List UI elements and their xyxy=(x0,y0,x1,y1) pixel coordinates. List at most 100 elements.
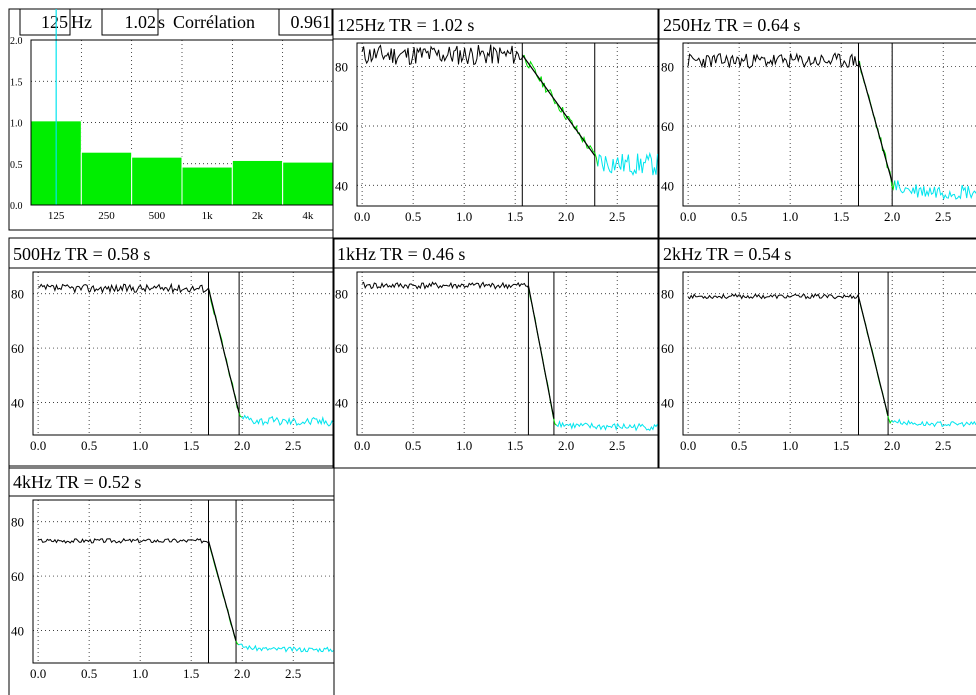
bar-y-tick-label: 1.0 xyxy=(10,119,23,130)
y-tick-label: 80 xyxy=(661,60,674,75)
bar-250 xyxy=(80,151,133,206)
x-tick-label: 1.0 xyxy=(132,438,148,453)
decay-panel: 2kHz TR = 0.54 s 0.0 0.5 1.0 1.5 2.0 2.5 40 60 80 xyxy=(658,237,976,469)
panel-frame xyxy=(658,237,976,469)
decay-curve xyxy=(859,60,896,191)
bar-4k xyxy=(282,161,334,206)
bar-2k xyxy=(231,159,284,206)
plot-area xyxy=(32,271,335,436)
y-tick-label: 80 xyxy=(661,287,674,302)
x-tick-label: 1.5 xyxy=(507,438,523,453)
x-tick-label: 1.5 xyxy=(833,438,849,453)
x-tick-label: 1.0 xyxy=(782,209,798,224)
tr-value: 1.02 xyxy=(125,12,157,32)
x-tick-label: 0.0 xyxy=(354,438,370,453)
measured-level-curve xyxy=(37,537,210,546)
noise-floor-curve xyxy=(556,420,658,432)
regression-line xyxy=(207,288,240,414)
measured-level-curve xyxy=(37,282,210,294)
regression-line xyxy=(857,296,889,417)
x-tick-label: 2.5 xyxy=(609,438,625,453)
y-tick-label: 40 xyxy=(11,623,24,638)
x-tick-label: 1.0 xyxy=(456,438,472,453)
x-tick-label: 1.5 xyxy=(183,438,199,453)
freq-value: 125 xyxy=(41,12,68,32)
panel-title: 4kHz TR = 0.52 s xyxy=(13,472,141,492)
curves xyxy=(361,44,658,177)
x-tick-label: 2.0 xyxy=(558,209,574,224)
curves xyxy=(37,537,334,653)
x-tick-label: 0.0 xyxy=(30,438,46,453)
measured-level-curve xyxy=(361,44,524,66)
y-tick-label: 40 xyxy=(661,178,674,193)
noise-floor-curve xyxy=(597,151,658,177)
x-tick-label: 2.5 xyxy=(285,438,301,453)
x-tick-label: 0.0 xyxy=(30,666,46,681)
measured-level-curve xyxy=(361,281,530,290)
correlation-value: 0.961 xyxy=(291,12,332,32)
correlation-label: Corrélation xyxy=(173,12,255,32)
x-tick-label: 1.0 xyxy=(132,666,148,681)
x-tick-label: 2.0 xyxy=(884,209,900,224)
y-tick-label: 60 xyxy=(11,569,24,584)
x-tick-label: 0.5 xyxy=(81,438,97,453)
x-tick-label: 2.0 xyxy=(558,438,574,453)
noise-floor-curve xyxy=(894,180,976,201)
x-tick-label: 0.5 xyxy=(81,666,97,681)
x-tick-label: 2.5 xyxy=(935,209,951,224)
x-tick-label: 0.0 xyxy=(354,209,370,224)
decay-panel: 1kHz TR = 0.46 s 0.0 0.5 1.0 1.5 2.0 2.5 40 60 80 xyxy=(332,237,659,469)
plot-area xyxy=(682,271,976,436)
bar-y-tick-label: 2.0 xyxy=(10,36,23,47)
bar-category-label: 1k xyxy=(202,210,214,222)
y-tick-label: 40 xyxy=(661,395,674,410)
panel-title: 1kHz TR = 0.46 s xyxy=(337,244,465,264)
y-tick-label: 60 xyxy=(661,119,674,134)
y-tick-label: 60 xyxy=(335,341,348,356)
decay-panel: 250Hz TR = 0.64 s 0.0 0.5 1.0 1.5 2.0 2.5 40 60 8… xyxy=(658,8,976,240)
x-tick-label: 1.5 xyxy=(507,209,523,224)
y-tick-label: 60 xyxy=(11,341,24,356)
y-tick-label: 40 xyxy=(335,178,348,193)
panel-title: 250Hz TR = 0.64 s xyxy=(663,15,800,35)
freq-unit: Hz xyxy=(71,12,92,32)
regression-line xyxy=(857,60,893,183)
measured-level-curve xyxy=(687,293,860,302)
bar-y-tick-label: 0.5 xyxy=(10,160,23,171)
tr-unit: s xyxy=(158,12,165,32)
x-tick-label: 0.0 xyxy=(680,438,696,453)
y-tick-label: 60 xyxy=(335,119,348,134)
x-tick-label: 1.5 xyxy=(833,209,849,224)
decay-panel: 125Hz TR = 1.02 s 0.0 0.5 1.0 1.5 2.0 2.5 40 60 8… xyxy=(332,8,659,240)
x-tick-label: 2.5 xyxy=(285,666,301,681)
x-tick-label: 2.0 xyxy=(234,438,250,453)
bar-category-label: 2k xyxy=(252,210,264,222)
plot-area xyxy=(682,42,976,207)
panel-title: 500Hz TR = 0.58 s xyxy=(13,244,150,264)
bar-chart: 0.0 0.5 1.0 1.5 2.0 125 250 500 1k 2k 4k xyxy=(8,8,334,231)
panel-title: 2kHz TR = 0.54 s xyxy=(663,244,791,264)
x-tick-label: 1.0 xyxy=(782,438,798,453)
noise-floor-curve xyxy=(238,643,334,653)
y-tick-label: 80 xyxy=(335,60,348,75)
x-tick-label: 0.5 xyxy=(731,209,747,224)
regression-line xyxy=(521,54,596,156)
bar-500 xyxy=(131,156,183,206)
y-tick-label: 40 xyxy=(335,395,348,410)
plot-area xyxy=(356,42,659,207)
y-tick-label: 80 xyxy=(11,287,24,302)
bar-y-tick-label: 1.5 xyxy=(10,77,23,88)
x-tick-label: 0.5 xyxy=(405,438,421,453)
plot-area xyxy=(32,499,335,664)
noise-floor-curve xyxy=(891,418,976,428)
panel-frame xyxy=(658,8,976,240)
bar-category-label: 125 xyxy=(48,210,65,222)
bar-category-label: 500 xyxy=(149,210,166,222)
measured-level-curve xyxy=(687,52,860,69)
x-tick-label: 0.5 xyxy=(731,438,747,453)
x-tick-label: 0.0 xyxy=(680,209,696,224)
header-bar: 125 Hz 1.02 s Corrélation 0.961 xyxy=(19,8,333,36)
decay-panel: 500Hz TR = 0.58 s 0.0 0.5 1.0 1.5 2.0 2.5 40 60 8… xyxy=(8,237,335,469)
x-tick-label: 2.5 xyxy=(609,209,625,224)
